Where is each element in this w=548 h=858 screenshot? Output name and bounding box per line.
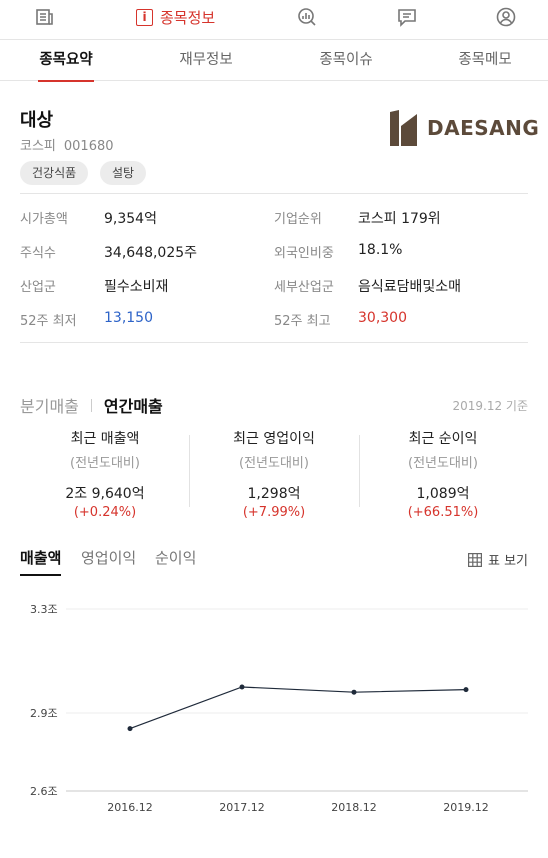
high52-label: 52주 최고	[274, 314, 331, 329]
summary-value: 2조 9,640억	[65, 486, 145, 502]
divider	[20, 193, 528, 194]
quarterly-sales-toggle[interactable]: 분기매출	[20, 397, 79, 416]
summary-title: 최근 순이익	[408, 431, 478, 447]
summary-title: 최근 매출액	[70, 431, 140, 447]
high52-value: 30,300	[358, 310, 407, 326]
market-name: 코스피	[20, 139, 56, 154]
chat-icon	[398, 9, 416, 27]
chart-data-point	[351, 689, 357, 695]
market-cap-value: 9,354억	[104, 211, 157, 227]
summary-subtitle: (전년도대비)	[239, 456, 309, 471]
tag-health-food[interactable]: 건강식품	[20, 161, 89, 185]
summary-change: (+0.24%)	[73, 505, 137, 520]
annual-sales-toggle[interactable]: 연간매출	[103, 397, 163, 416]
chart-data-point	[239, 684, 245, 690]
basis-date: 2019.12 기준	[452, 399, 528, 413]
company-name: 대상	[20, 110, 54, 131]
company-logo: DAESANG	[387, 110, 539, 146]
revenue-line-chart: 3.3조 2.9조 2.6조 2016.12 2017.12 2018.12 2019.12	[30, 603, 528, 814]
news-nav-button[interactable]	[35, 6, 55, 28]
summary-value: 1,298억	[247, 486, 301, 502]
summary-change: (+66.51%)	[407, 505, 479, 520]
summary-operating-profit: 최근 영업이익 (전년도대비) 1,298억 (+7.99%)	[189, 428, 359, 520]
sub-industry-label: 세부산업군	[274, 280, 334, 295]
chart-data-point	[127, 726, 133, 732]
summary-value: 1,089억	[416, 486, 470, 502]
divider	[20, 342, 528, 343]
chart-search-icon	[298, 8, 316, 26]
top-nav: i 종목정보	[0, 0, 548, 40]
chart-y-tick-label: 2.9조	[30, 707, 58, 720]
column-divider	[359, 435, 360, 507]
summary-net-income: 최근 순이익 (전년도대비) 1,089억 (+66.51%)	[358, 428, 528, 520]
account-nav-button[interactable]	[496, 6, 516, 28]
low52-label: 52주 최저	[20, 314, 77, 329]
stock-info-nav-button[interactable]: i 종목정보	[136, 6, 215, 28]
foreign-ratio-value: 18.1%	[358, 242, 403, 258]
chart-x-tick-label: 2017.12	[219, 801, 265, 814]
info-icon: i	[136, 8, 153, 26]
table-icon	[467, 552, 482, 567]
table-view-label: 표 보기	[487, 554, 528, 569]
sales-period-toggle: 분기매출 연간매출	[20, 393, 163, 417]
stock-code: 001680	[63, 139, 114, 154]
metric-tab-revenue[interactable]: 매출액	[20, 549, 62, 576]
analysis-nav-button[interactable]	[297, 6, 317, 28]
tag-sugar[interactable]: 설탕	[100, 161, 147, 185]
toggle-separator	[90, 398, 92, 412]
tab-issues[interactable]: 종목이슈	[319, 52, 373, 68]
chart-data-point	[463, 687, 469, 693]
sub-industry-value: 음식료담배및소매	[358, 279, 462, 295]
chart-y-tick-label: 3.3조	[30, 603, 58, 616]
shares-label: 주식수	[20, 246, 56, 261]
industry-value: 필수소비재	[104, 279, 169, 295]
chart-x-tick-label: 2018.12	[331, 801, 377, 814]
summary-subtitle: (전년도대비)	[70, 456, 140, 471]
rank-value: 코스피 179위	[358, 211, 441, 227]
rank-label: 기업순위	[274, 212, 322, 227]
summary-revenue: 최근 매출액 (전년도대비) 2조 9,640억 (+0.24%)	[20, 428, 190, 520]
tab-summary[interactable]: 종목요약	[38, 40, 94, 82]
summary-title: 최근 영업이익	[233, 431, 315, 447]
summary-change: (+7.99%)	[242, 505, 306, 520]
community-nav-button[interactable]	[397, 6, 417, 28]
shares-value: 34,648,025주	[104, 245, 198, 261]
summary-subtitle: (전년도대비)	[408, 456, 478, 471]
foreign-ratio-label: 외국인비중	[274, 246, 334, 261]
stock-info-nav-label: 종목정보	[160, 8, 216, 27]
logo-text: DAESANG	[427, 116, 540, 140]
chart-y-tick-label: 2.6조	[30, 785, 58, 798]
industry-label: 산업군	[20, 280, 56, 295]
tab-financials[interactable]: 재무정보	[179, 52, 233, 68]
metric-tab-net-income[interactable]: 순이익	[155, 549, 197, 567]
table-view-button[interactable]: 표 보기	[467, 550, 528, 569]
column-divider	[189, 435, 190, 507]
tab-memo[interactable]: 종목메모	[458, 52, 512, 68]
company-market-info: 코스피 001680	[20, 135, 122, 154]
news-icon	[36, 9, 53, 25]
user-icon	[496, 7, 516, 27]
daesang-logo-mark	[390, 110, 417, 146]
sub-tabs: 종목요약 재무정보 종목이슈 종목메모	[0, 40, 548, 82]
chart-x-tick-label: 2019.12	[443, 801, 489, 814]
market-cap-label: 시가총액	[20, 212, 68, 227]
chart-x-tick-label: 2016.12	[107, 801, 153, 814]
chart-series-line	[129, 686, 467, 730]
metric-tab-operating-profit[interactable]: 영업이익	[81, 549, 137, 567]
low52-value: 13,150	[104, 310, 153, 326]
